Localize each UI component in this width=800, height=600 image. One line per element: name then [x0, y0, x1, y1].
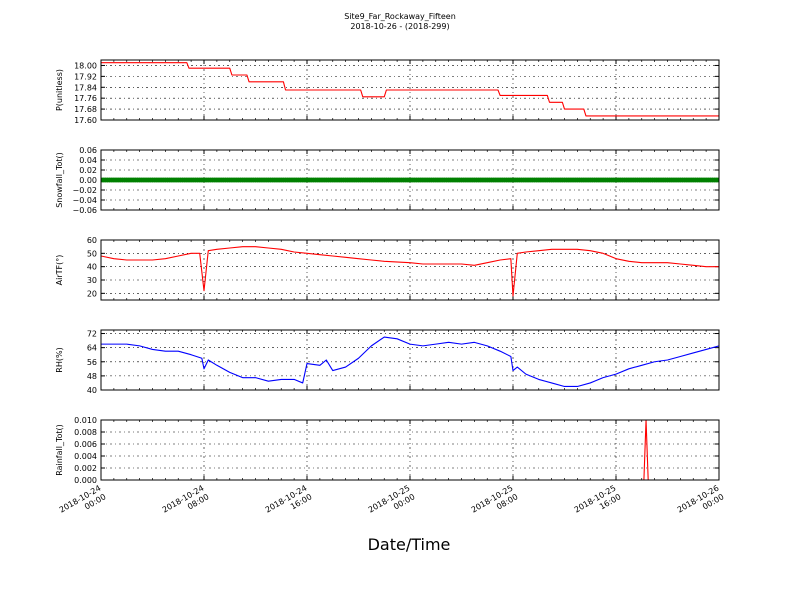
y-tick-label: 17.92: [74, 72, 97, 81]
panel-frame: [100, 419, 720, 481]
y-tick-label: 40: [87, 386, 97, 395]
y-axis-label: Snowfall_Tot(): [55, 152, 64, 208]
y-tick-label: −0.04: [72, 196, 97, 205]
panel-5: 0.010 0.008 0.006 0.004 0.002 0.000 Rainfall_T…: [55, 416, 720, 485]
panel-frame: [100, 149, 720, 211]
series-group: [101, 62, 719, 117]
y-tick-label: 56: [87, 358, 97, 367]
figure-title-line-2: 2018-10-26 - (2018-299): [350, 22, 449, 31]
y-tick-label: 48: [87, 372, 97, 381]
y-axis-label: Rainfall_Tot(): [55, 424, 64, 476]
y-tick-label: 40: [87, 263, 97, 272]
panel-1: 18.00 17.92 17.84 17.76 17.68 17.60 P(unitless…: [55, 59, 720, 125]
series-group: [101, 177, 719, 183]
y-tick-label: 17.60: [74, 116, 97, 125]
figure-title-line-1: Site9_Far_Rockaway_Fifteen: [344, 12, 456, 21]
panel-frame: [100, 329, 720, 391]
y-tick-label: 0.010: [74, 416, 97, 425]
panel-frame: [100, 59, 720, 121]
panels: 18.00 17.92 17.84 17.76 17.68 17.60 P(unitless…: [55, 59, 720, 485]
x-axis-label: Date/Time: [368, 535, 451, 554]
data-point: [716, 177, 719, 183]
series-group: [101, 246, 719, 297]
y-tick-label: −0.06: [72, 206, 97, 215]
y-tick-label: 0.002: [74, 464, 97, 473]
y-tick-label: 0.04: [79, 156, 97, 165]
panel-3: 60 50 40 30 20 AirTF(°): [55, 236, 720, 301]
y-tick-label: 30: [87, 276, 97, 285]
y-axis-label: P(unitless): [55, 69, 64, 111]
y-tick-label: 0.008: [74, 428, 97, 437]
panel-frame: [100, 239, 720, 301]
y-tick-label: 72: [87, 330, 97, 339]
y-tick-label: 17.76: [74, 94, 97, 103]
y-tick-label: 20: [87, 289, 97, 298]
y-tick-label: 50: [87, 249, 97, 258]
y-tick-label: 0.006: [74, 440, 97, 449]
y-tick-label: 0.00: [79, 176, 97, 185]
y-tick-label: −0.02: [72, 186, 97, 195]
y-tick-label: 17.84: [74, 83, 97, 92]
series-group: [101, 336, 719, 388]
panel-2: 0.060.040.020.00−0.02−0.04−0.06 Snowfall_…: [55, 146, 720, 215]
y-tick-label: 17.68: [74, 105, 97, 114]
y-tick-label: 0.000: [74, 476, 97, 485]
panel-4: 72 64 56 48 40 RH(%): [55, 329, 720, 395]
y-axis-label: AirTF(°): [55, 255, 64, 286]
y-tick-label: 0.06: [79, 146, 97, 155]
y-tick-label: 0.02: [79, 166, 97, 175]
series-line: [101, 62, 719, 117]
y-tick-label: 18.00: [74, 61, 97, 70]
y-tick-label: 60: [87, 236, 97, 245]
y-tick-label: 0.004: [74, 452, 97, 461]
y-tick-label: 64: [87, 344, 97, 353]
y-axis-label: RH(%): [55, 347, 64, 372]
series-line: [101, 336, 719, 388]
series-line: [101, 246, 719, 297]
